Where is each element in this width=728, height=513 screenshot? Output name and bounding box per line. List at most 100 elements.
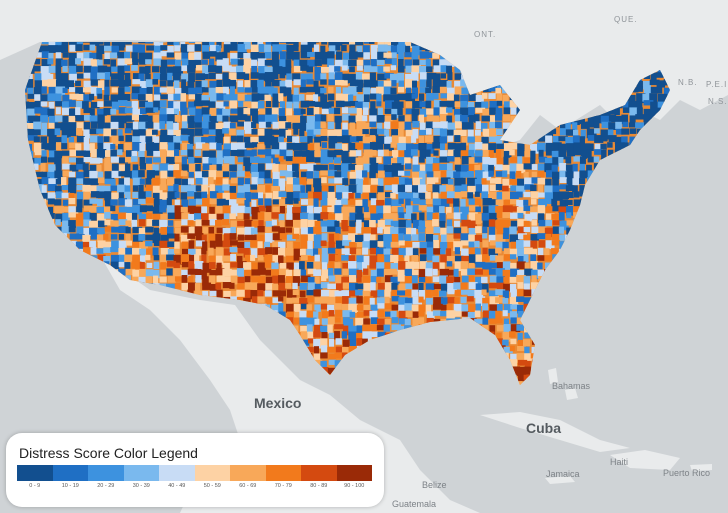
county-cell [482,164,489,173]
county-cell [502,178,512,189]
county-cell [230,254,237,262]
county-cell [110,213,119,224]
county-cell [586,339,593,348]
county-cell [348,206,355,217]
county-cell [313,226,322,236]
county-cell [356,367,363,376]
county-cell [26,332,33,342]
county-cell [292,219,303,229]
county-cell [377,338,387,348]
county-cell [461,136,469,146]
county-cell [376,115,385,123]
county-cell [488,269,499,275]
county-cell [181,156,187,167]
county-cell [195,80,205,91]
county-cell [237,212,244,219]
county-cell [47,58,54,65]
county-cell [33,142,43,153]
county-cell [356,359,364,367]
county-cell [180,170,188,177]
county-cell [82,374,89,383]
county-cell [271,149,281,155]
county-cell [285,227,293,233]
county-cell [257,255,264,261]
county-cell [355,72,363,80]
county-cell [341,331,347,339]
county-cell [139,345,145,352]
county-cell [124,262,131,270]
county-cell [251,296,258,305]
county-cell [152,129,158,135]
county-cell [159,66,167,75]
county-cell [194,254,200,264]
county-cell [166,177,176,186]
county-cell [671,165,679,172]
county-cell [257,269,266,275]
county-cell [565,339,571,347]
county-cell [412,100,422,109]
county-cell [411,80,418,91]
county-cell [160,178,167,188]
county-cell [635,360,645,368]
county-cell [55,374,63,384]
county-cell [573,275,579,282]
county-cell [607,269,614,275]
county-cell [390,45,400,55]
county-cell [461,219,471,227]
county-cell [145,254,151,261]
county-cell [607,129,614,136]
county-cell [33,65,41,72]
county-cell [257,157,267,164]
county-cell [62,268,72,276]
county-cell [237,234,245,241]
county-cell [636,135,644,143]
county-cell [656,234,663,241]
county-cell [411,149,418,156]
county-cell [83,318,90,329]
county-cell [48,360,55,370]
county-cell [503,107,511,115]
county-cell [97,136,104,147]
county-cell [314,254,320,264]
county-cell [68,206,76,216]
county-cell [251,212,261,220]
county-cell [376,359,382,368]
county-cell [369,219,376,230]
county-cell [537,163,547,171]
county-cell [622,101,629,109]
county-cell [447,135,454,142]
county-cell [264,311,271,321]
county-cell [223,136,230,144]
county-cell [55,45,64,54]
county-cell [208,262,216,269]
county-cell [250,254,256,261]
county-cell [656,254,664,262]
county-cell [222,79,231,89]
county-cell [125,42,132,45]
county-cell [117,324,125,330]
county-cell [635,276,645,283]
county-cell [230,58,239,65]
county-cell [531,332,539,340]
county-cell [251,177,258,187]
county-cell [83,247,93,256]
county-cell [48,178,58,187]
county-cell [643,339,649,349]
county-cell [601,373,608,383]
county-cell [679,374,687,384]
county-cell [103,59,111,65]
county-cell [390,213,398,222]
county-cell [61,143,68,150]
county-cell [194,149,202,157]
county-cell [643,142,649,151]
county-cell [139,241,148,251]
county-cell [453,129,463,137]
county-cell [48,42,57,47]
county-cell [125,268,136,276]
county-cell [75,345,83,355]
county-cell [180,226,191,233]
county-cell [83,212,91,221]
county-cell [26,79,34,89]
